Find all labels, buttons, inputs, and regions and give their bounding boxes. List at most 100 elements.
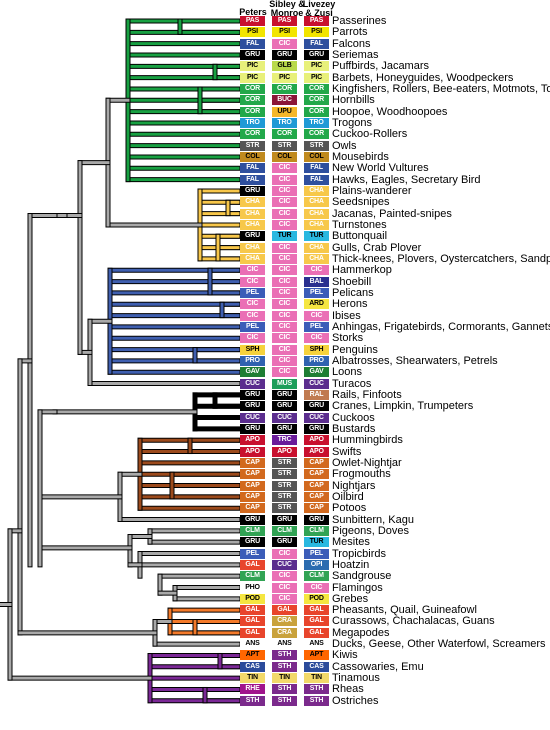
- code-badge: STH: [272, 650, 297, 661]
- code-badge: GRU: [272, 537, 297, 548]
- code-badge: COR: [272, 83, 297, 94]
- code-badge: GAL: [304, 605, 329, 616]
- code-badge: CHA: [304, 242, 329, 253]
- taxon-label: Pigeons, Doves: [332, 524, 410, 537]
- taxon-label: Buttonquail: [332, 230, 388, 243]
- taxon-label: Loons: [332, 366, 362, 379]
- code-badge: CUC: [272, 412, 297, 423]
- code-badge: ARD: [304, 299, 329, 310]
- taxon-label: Nightjars: [332, 479, 376, 492]
- code-badge: CAP: [304, 480, 329, 491]
- code-badge: CHA: [240, 197, 265, 208]
- code-badge: TUR: [304, 537, 329, 548]
- taxon-label: Sandgrouse: [332, 570, 392, 583]
- code-badge: STR: [272, 503, 297, 514]
- code-badge: PIC: [240, 61, 265, 72]
- code-badge: STH: [240, 695, 265, 706]
- code-badge: GRU: [272, 514, 297, 525]
- code-badge: CHA: [240, 219, 265, 230]
- code-badge: ANS: [240, 639, 265, 650]
- code-badge: GRU: [272, 423, 297, 434]
- taxon-label: Sunbittern, Kagu: [332, 513, 414, 526]
- code-badge: GRU: [240, 401, 265, 412]
- taxon-label: Mousebirds: [332, 150, 389, 163]
- taxon-label: Cuckoo-Rollers: [332, 128, 408, 141]
- code-badge: ANS: [272, 639, 297, 650]
- taxon-label: Plains-wanderer: [332, 184, 412, 197]
- taxon-label: Storks: [332, 332, 364, 345]
- code-badge: GRU: [240, 185, 265, 196]
- taxon-label: Hawks, Eagles, Secretary Bird: [332, 173, 481, 186]
- code-badge: APO: [240, 446, 265, 457]
- code-badge: PAS: [304, 16, 329, 26]
- code-badge: SPH: [304, 344, 329, 355]
- code-badge: PRO: [304, 355, 329, 366]
- code-badge: COR: [240, 129, 265, 140]
- code-badge: PRO: [240, 355, 265, 366]
- code-badge: GRU: [272, 401, 297, 412]
- code-badge: CHA: [304, 197, 329, 208]
- code-badge: RHE: [240, 684, 265, 695]
- taxon-label: Seedsnipes: [332, 196, 390, 209]
- code-badge: PEL: [240, 548, 265, 559]
- code-badge: STR: [272, 480, 297, 491]
- code-badge: MUS: [272, 378, 297, 389]
- code-badge: STR: [272, 457, 297, 468]
- code-badge: CHA: [240, 208, 265, 219]
- code-badge: CAS: [240, 661, 265, 672]
- code-badge: GLB: [272, 61, 297, 72]
- code-badge: STH: [272, 661, 297, 672]
- code-badge: CIC: [240, 265, 265, 276]
- header-peters: Peters: [239, 7, 267, 17]
- taxon-label: Rheas: [332, 683, 364, 696]
- code-badge: FAL: [304, 174, 329, 185]
- code-badge: TIN: [304, 673, 329, 684]
- code-badge: FAL: [240, 38, 265, 49]
- code-badge: CAP: [240, 503, 265, 514]
- code-badge: COR: [240, 83, 265, 94]
- code-badge: CIC: [272, 265, 297, 276]
- code-badge: CUC: [240, 412, 265, 423]
- code-badge: STR: [272, 469, 297, 480]
- code-badge: PAS: [272, 16, 297, 26]
- code-badge: CIC: [272, 299, 297, 310]
- taxon-label: Grebes: [332, 592, 369, 605]
- code-badge: TRO: [272, 117, 297, 128]
- code-badge: COR: [304, 95, 329, 106]
- code-badge: CAP: [240, 480, 265, 491]
- code-badge: CAP: [304, 469, 329, 480]
- code-badge: STR: [240, 140, 265, 151]
- code-badge: PEL: [304, 548, 329, 559]
- code-badge: CHA: [304, 185, 329, 196]
- code-badge: CIC: [240, 333, 265, 344]
- taxon-label: Owlet-Nightjar: [332, 456, 402, 469]
- code-badge: PSI: [304, 27, 329, 38]
- taxon-label: Mesites: [332, 536, 370, 549]
- code-badge: CUC: [304, 412, 329, 423]
- code-badge: COR: [304, 129, 329, 140]
- taxon-label: Hammerkop: [332, 264, 392, 277]
- code-badge: GRU: [240, 423, 265, 434]
- taxon-label: Jacanas, Painted-snipes: [332, 207, 452, 220]
- code-badge: CIC: [272, 355, 297, 366]
- taxon-label: Seriemas: [332, 48, 379, 61]
- code-badge: APO: [304, 435, 329, 446]
- taxon-label: Cassowaries, Emu: [332, 660, 424, 673]
- taxon-label: Penguins: [332, 343, 378, 356]
- code-badge: PSI: [272, 27, 297, 38]
- code-badge: TIN: [272, 673, 297, 684]
- code-badge: BAL: [304, 276, 329, 287]
- taxon-label: Passerines: [332, 15, 387, 27]
- code-badge: FAL: [304, 38, 329, 49]
- code-badge: GRU: [304, 423, 329, 434]
- code-badge: CIC: [272, 344, 297, 355]
- taxon-label: Megapodes: [332, 626, 390, 639]
- code-badge: TRC: [272, 435, 297, 446]
- code-badge: CAP: [304, 491, 329, 502]
- taxon-label: Frogmouths: [332, 468, 391, 481]
- code-badge: PIC: [272, 72, 297, 83]
- code-badge: CIC: [304, 582, 329, 593]
- taxon-label: Falcons: [332, 37, 371, 50]
- taxon-label: Ducks, Geese, Other Waterfowl, Screamers: [332, 638, 546, 651]
- code-badge: CUC: [240, 378, 265, 389]
